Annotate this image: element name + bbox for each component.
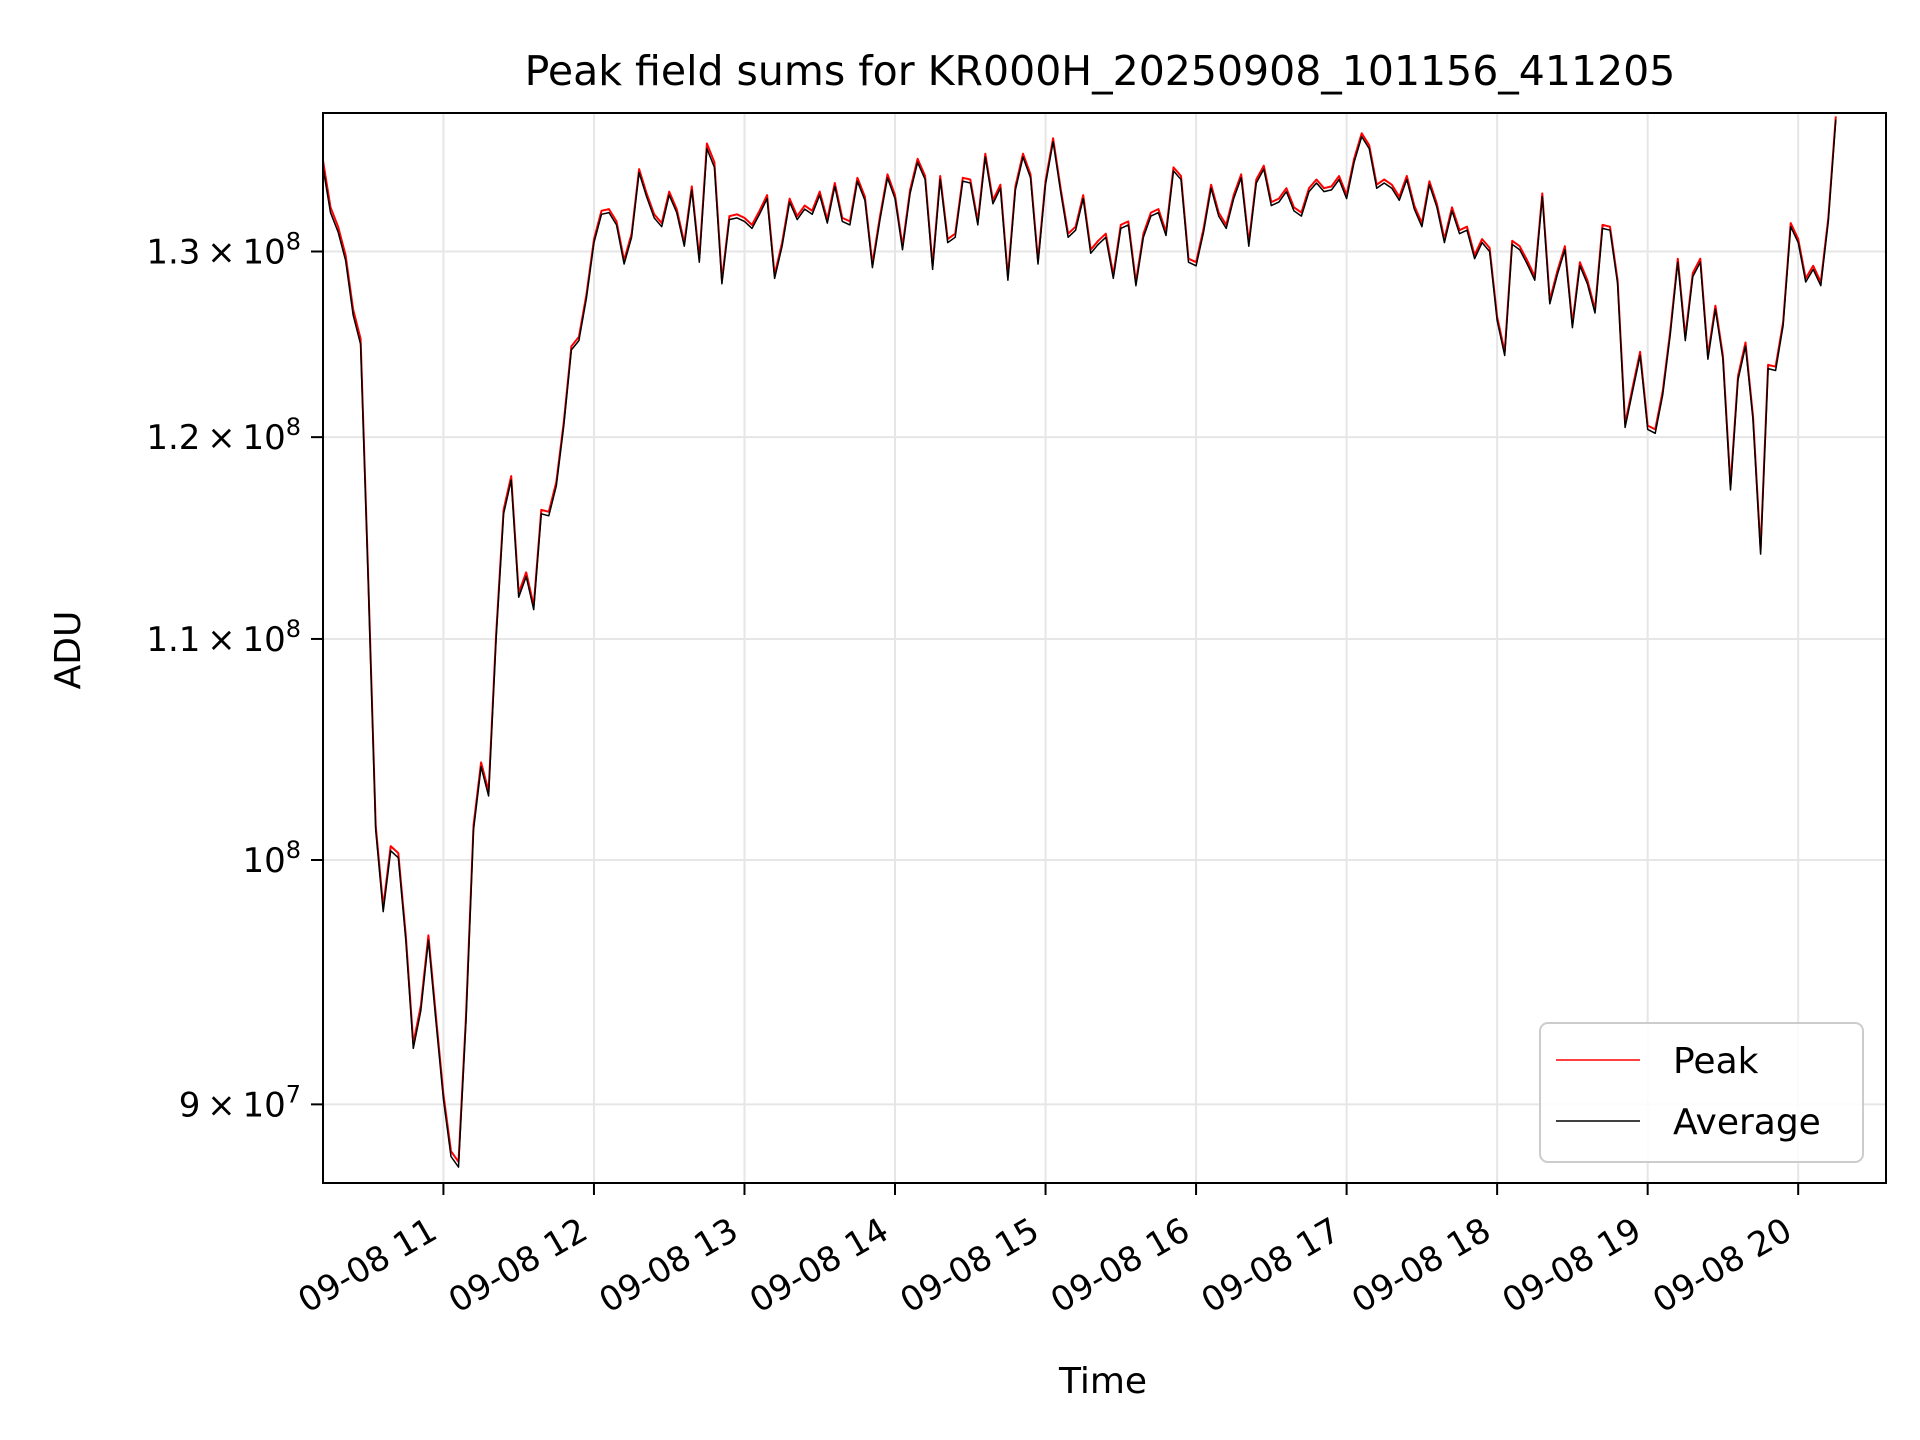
series-layer: [322, 116, 1837, 1168]
legend: Peak Average: [1539, 1022, 1864, 1163]
plot-frame: [322, 112, 1887, 1184]
x-axis-label: Time: [1058, 1361, 1147, 1402]
y-tick-label: 1.1 × 108: [146, 615, 301, 660]
y-axis: 9 × 107 108 1.1 × 108 1.2 × 108 1.3 × 108: [146, 228, 323, 1125]
series-line-peak: [322, 116, 1837, 1163]
series-line-average: [322, 119, 1837, 1168]
y-tick-label: 9 × 107: [179, 1080, 301, 1125]
legend-label-peak: Peak: [1673, 1041, 1759, 1082]
legend-box: [1539, 1022, 1864, 1163]
y-tick-label: 1.2 × 108: [146, 413, 301, 458]
chart-title: Peak field sums for KR000H_20250908_1011…: [525, 47, 1676, 95]
y-tick-label: 1.3 × 108: [146, 228, 301, 273]
y-tick-label: 108: [242, 836, 301, 881]
legend-label-average: Average: [1673, 1102, 1821, 1143]
y-axis-label: ADU: [48, 611, 89, 690]
